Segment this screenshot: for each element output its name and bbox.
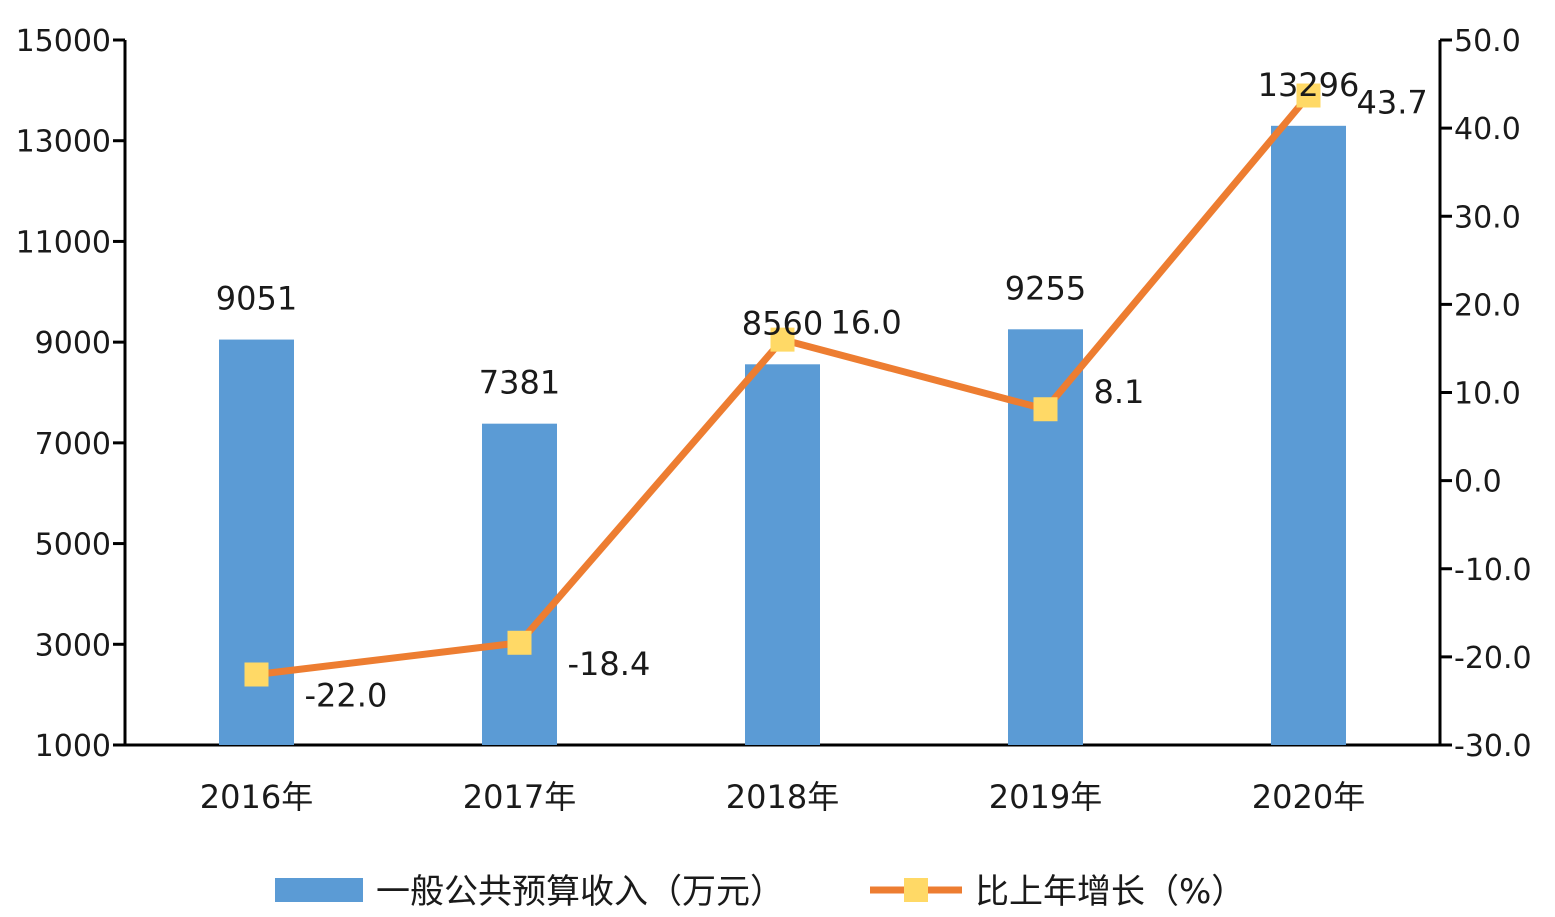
- right-tick-label: 0.0: [1454, 465, 1502, 500]
- category-label: 2019年: [989, 778, 1102, 816]
- growth-marker: [244, 662, 269, 687]
- category-label: 2016年: [200, 778, 313, 816]
- legend-swatch-marker: [904, 878, 928, 902]
- right-tick-label: -30.0: [1454, 729, 1532, 764]
- bar-value-label: 13296: [1258, 66, 1360, 104]
- bar-value-label: 9255: [1005, 269, 1086, 307]
- right-tick-label: -10.0: [1454, 553, 1532, 588]
- legend-label-bar: 一般公共预算收入（万元）: [376, 872, 784, 912]
- left-tick-label: 3000: [35, 628, 111, 663]
- legend: 一般公共预算收入（万元） 比上年增长（%）: [275, 872, 1245, 912]
- right-axis: -30.0 -20.0 -10.0 0.0 10.0 20.0 30.0 40.0 50.0: [1438, 24, 1532, 764]
- bar: [745, 364, 820, 745]
- left-tick-label: 11000: [16, 225, 111, 260]
- left-tick-label: 15000: [16, 24, 111, 59]
- left-tick-label: 7000: [35, 427, 111, 462]
- bar: [1271, 125, 1346, 745]
- bar: [1008, 329, 1083, 745]
- bar-value-label: 8560: [742, 304, 823, 342]
- right-tick-label: 30.0: [1454, 200, 1521, 235]
- left-tick-label: 1000: [35, 729, 111, 764]
- growth-value-label: 43.7: [1357, 84, 1428, 122]
- data-labels: 9051 7381 8560 9255 13296 -22.0 -18.4 16.0 8.1 43…: [216, 66, 1428, 715]
- category-label: 2018年: [726, 778, 839, 816]
- bar: [482, 423, 557, 745]
- legend-swatch-bar: [275, 878, 363, 902]
- growth-value-label: -22.0: [305, 677, 388, 715]
- bar-value-label: 9051: [216, 280, 297, 318]
- growth-marker: [1033, 397, 1058, 422]
- category-label: 2017年: [463, 778, 576, 816]
- legend-label-line: 比上年增长（%）: [975, 872, 1245, 912]
- left-tick-label: 5000: [35, 528, 111, 563]
- growth-marker: [507, 630, 532, 655]
- growth-value-label: 8.1: [1094, 373, 1145, 411]
- growth-value-label: -18.4: [568, 645, 651, 683]
- bar-value-label: 7381: [479, 364, 560, 402]
- growth-value-label: 16.0: [831, 304, 902, 342]
- right-tick-label: 50.0: [1454, 24, 1521, 59]
- category-label: 2020年: [1252, 778, 1365, 816]
- bar-series: [219, 125, 1346, 745]
- category-labels: 2016年 2017年 2018年 2019年 2020年: [200, 778, 1365, 816]
- growth-marker: [770, 327, 795, 352]
- right-tick-label: 20.0: [1454, 288, 1521, 323]
- right-tick-label: 40.0: [1454, 112, 1521, 147]
- line-series: [244, 83, 1321, 687]
- right-tick-label: 10.0: [1454, 377, 1521, 412]
- left-tick-label: 13000: [16, 125, 111, 160]
- right-tick-label: -20.0: [1454, 641, 1532, 676]
- left-tick-label: 9000: [35, 326, 111, 361]
- growth-marker: [1296, 83, 1321, 108]
